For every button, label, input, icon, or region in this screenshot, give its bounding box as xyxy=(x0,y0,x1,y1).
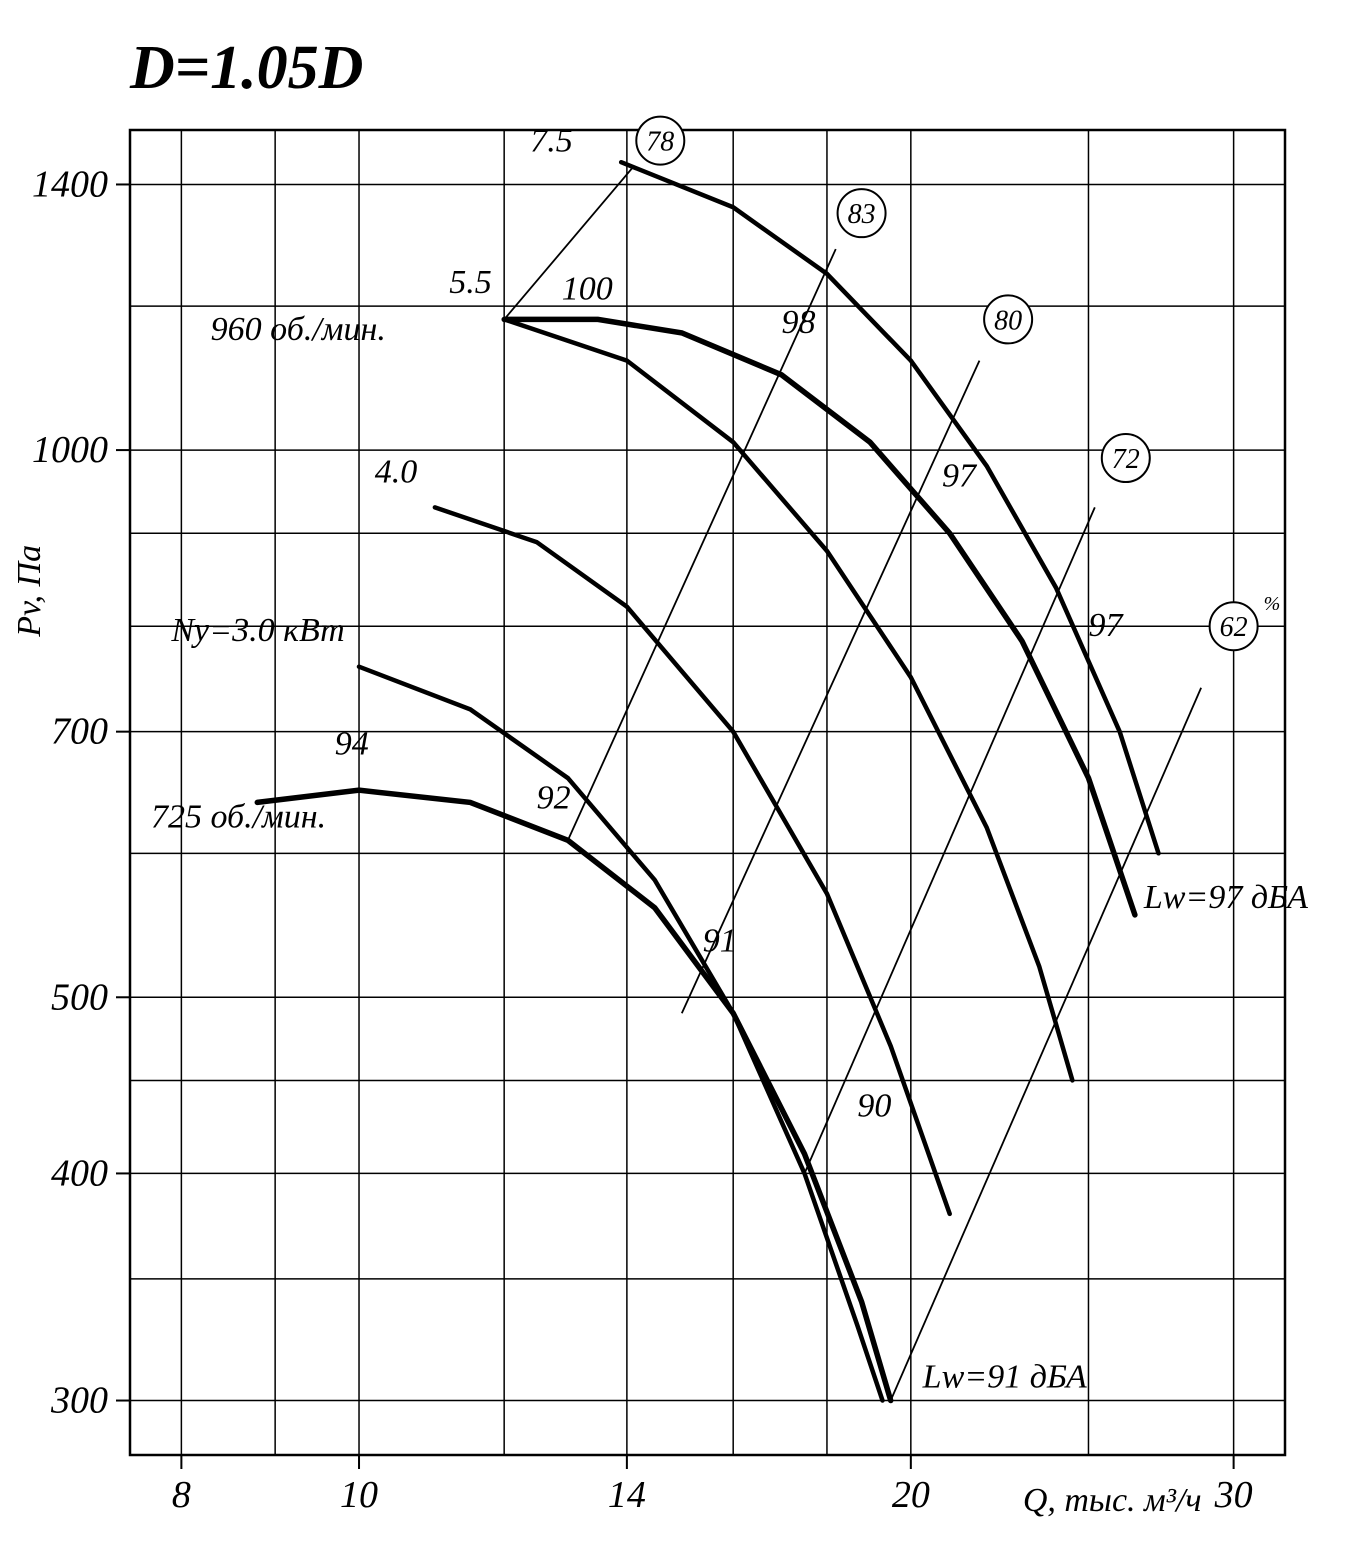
curve-number: 94 xyxy=(335,726,369,763)
curve-number: 98 xyxy=(781,304,815,341)
curve-number: 91 xyxy=(703,922,737,959)
x-tick-label: 8 xyxy=(172,1474,191,1516)
y-tick-label: 300 xyxy=(50,1380,108,1422)
chart-title: D=1.05D xyxy=(129,34,363,102)
y-tick-label: 400 xyxy=(51,1152,108,1194)
power-curve xyxy=(359,667,883,1401)
kpd-percent: % xyxy=(1264,593,1281,615)
power-curve-label: 7.5 xyxy=(530,122,573,159)
y-tick-label: 500 xyxy=(51,976,108,1018)
curve-number: 97 xyxy=(942,457,978,494)
fan-curve-chart: D=1.05D 8 10 14 20 30 Q, тыс. м³/ч 300 400 500 700… xyxy=(0,0,1351,1567)
rpm-curve xyxy=(504,319,1135,915)
x-tick-label: 14 xyxy=(608,1474,646,1516)
noise-label: Lw=91 дБА xyxy=(922,1358,1087,1395)
curve-number: 92 xyxy=(537,780,571,817)
curve-number: 97 xyxy=(1088,607,1124,644)
rpm-curve-label: 960 об./мин. xyxy=(211,311,386,348)
x-tick-label: 20 xyxy=(892,1474,930,1516)
x-tick-label: 30 xyxy=(1214,1474,1253,1516)
noise-label: Lw=97 дБА xyxy=(1143,879,1308,916)
y-tick-label: 700 xyxy=(51,711,108,753)
power-curve-label: 5.5 xyxy=(449,264,492,301)
y-tick-label: 1000 xyxy=(32,429,108,471)
efficiency-value: 78 xyxy=(646,127,674,158)
power-curve-label: Ny=3.0 кВт xyxy=(170,612,344,649)
efficiency-value: 62 xyxy=(1220,612,1248,643)
y-tick-label: 1400 xyxy=(32,163,108,205)
y-axis-label: Pv, Па xyxy=(11,545,48,638)
efficiency-value: 80 xyxy=(994,305,1022,336)
efficiency-value: 83 xyxy=(848,199,876,230)
rpm-curve xyxy=(257,790,890,1400)
efficiency-value: 72 xyxy=(1112,444,1140,475)
x-axis-label: Q, тыс. м³/ч xyxy=(1023,1482,1202,1519)
x-tick-label: 10 xyxy=(340,1474,378,1516)
efficiency-line xyxy=(682,361,980,1014)
efficiency-line xyxy=(805,507,1095,1173)
power-curve xyxy=(504,319,1072,1080)
curve-number: 100 xyxy=(562,271,613,308)
power-curve-label: 4.0 xyxy=(375,453,418,490)
curve-number: 90 xyxy=(857,1087,891,1124)
power-curve xyxy=(621,162,1158,853)
rpm-curve-label: 725 об./мин. xyxy=(151,798,326,835)
efficiency-line xyxy=(891,688,1201,1401)
